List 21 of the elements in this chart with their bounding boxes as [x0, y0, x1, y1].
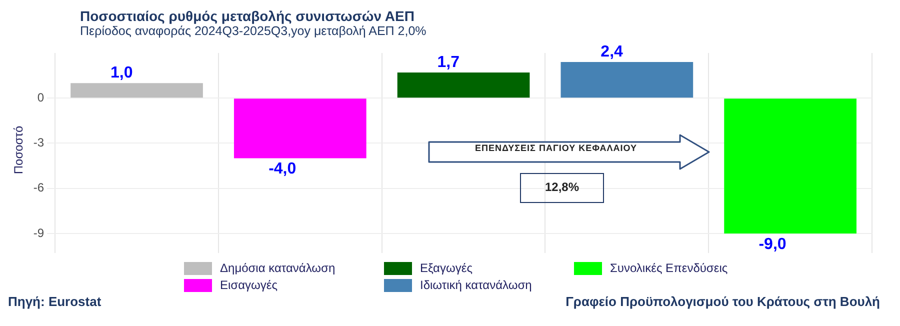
text: Γραφείο Προϋπολογισμού του Κράτους στη Βουλή [566, 294, 880, 309]
y-tick-label: 0 [37, 90, 44, 104]
annotation: ΕΠΕΝΔΥΣΕΙΣ ΠΑΓΙΟΥ ΚΕΦΑΛΑΙΟΥ [474, 143, 638, 153]
legend-label: Δημόσια κατανάλωση [220, 261, 336, 275]
data-label: -4,0 [268, 160, 296, 178]
data-label: 2,4 [600, 43, 624, 60]
chart-subtitle: Περίοδος αναφοράς 2024Q3-2025Q3,yoy μεταβολή ΑΕΠ 2,0% [80, 24, 428, 39]
legend-label: Εξαγωγές [420, 261, 472, 275]
chart-title: Ποσοστιαίος ρυθμός μεταβολής συνιστωσών ΑΕΠ [80, 8, 416, 24]
data-label: 1,0 [110, 64, 133, 82]
data-label: -9,0 [758, 236, 786, 253]
y-tick-label: -3 [33, 136, 44, 150]
annotation: 12,8% [544, 180, 580, 194]
legend-label: Ιδιωτική κατανάλωση [420, 278, 532, 292]
y-tick-label: -9 [33, 226, 44, 240]
legend-label: Εισαγωγές [220, 278, 278, 292]
y-axis-title: Ποσοστό [12, 126, 26, 174]
legend-label: Συνολικές Επενδύσεις [610, 261, 728, 275]
text: Πηγή: Eurostat [8, 294, 102, 309]
y-tick-label: -6 [33, 180, 44, 195]
data-label: 1,7 [437, 54, 460, 71]
